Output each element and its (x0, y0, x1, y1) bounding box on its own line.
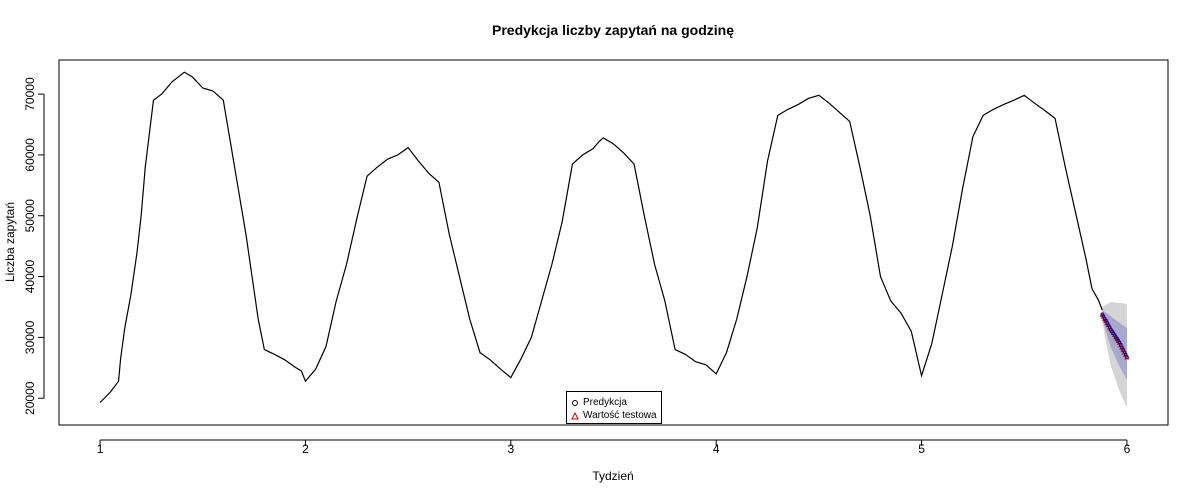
y-tick-label: 60000 (23, 138, 37, 172)
x-tick-label: 3 (507, 442, 514, 456)
prediction-points-layer (1099, 312, 1130, 360)
x-tick-label: 5 (918, 442, 925, 456)
y-tick-label: 20000 (23, 381, 37, 415)
legend-label-predykcja: Predykcja (583, 397, 627, 408)
history-line-layer (99, 71, 1103, 403)
x-tick-label: 1 (97, 442, 104, 456)
prediction-point (1125, 355, 1129, 359)
x-axis-label: Tydzień (592, 469, 634, 483)
y-tick-label: 70000 (23, 77, 37, 111)
x-tick-label: 2 (302, 442, 309, 456)
triangle-marker-icon (571, 411, 579, 419)
plot-frame (58, 59, 1169, 426)
x-tick-label: 4 (713, 442, 720, 456)
circle-marker-icon (572, 399, 578, 406)
legend-item-wartosc-testowa: Wartość testowa (571, 410, 657, 421)
legend: Predykcja Wartość testowa (566, 391, 662, 424)
y-axis-label: Liczba zapytań (3, 201, 17, 283)
axes-layer: 1 2 3 4 5 6 20000 30000 40000 50000 60000 70000 (23, 59, 1169, 456)
chart-title: Predykcja liczby zapytań na godzinę (492, 22, 734, 38)
y-tick-label: 40000 (23, 260, 37, 294)
legend-label-wartosc-testowa: Wartość testowa (583, 410, 657, 421)
history-series-line (99, 71, 1103, 403)
x-tick-label: 6 (1124, 442, 1131, 456)
y-tick-label: 50000 (23, 199, 37, 233)
legend-item-predykcja: Predykcja (571, 397, 627, 408)
y-tick-label: 30000 (23, 320, 37, 354)
